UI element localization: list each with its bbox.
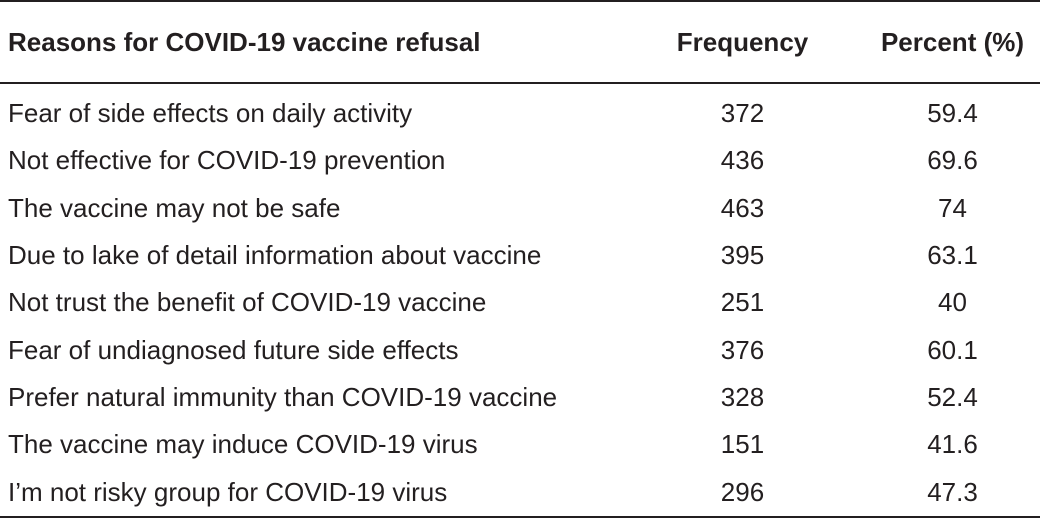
cell-frequency: 372 [720,98,765,129]
cell-reason: The vaccine may induce COVID-19 virus [8,429,478,460]
cell-percent: 74 [938,192,967,223]
table-row: Fear of side effects on daily activity 3… [0,83,1040,137]
cell-reason: Fear of side effects on daily activity [8,98,413,129]
cell-percent: 59.4 [927,98,978,129]
header-reason: Reasons for COVID-19 vaccine refusal [0,0,620,84]
header-percent: Percent (%) [865,0,1040,84]
table-row: The vaccine may induce COVID-19 virus 15… [0,421,1040,468]
cell-percent: 41.6 [927,429,978,460]
cell-percent: 63.1 [927,240,978,271]
cell-percent: 60.1 [927,334,978,365]
table-row: Fear of undiagnosed future side effects … [0,326,1040,373]
cell-frequency: 251 [720,287,765,318]
header-row: Reasons for COVID-19 vaccine refusal Fre… [0,0,1040,84]
cell-percent: 52.4 [927,381,978,412]
cell-percent: 47.3 [865,468,1040,518]
cell-reason: Prefer natural immunity than COVID-19 va… [8,381,558,412]
cell-reason: I’m not risky group for COVID-19 virus [0,468,620,518]
cell-frequency: 296 [620,468,865,518]
cell-reason: The vaccine may not be safe [8,192,341,223]
cell-frequency: 395 [720,240,765,271]
cell-frequency: 463 [720,192,765,223]
header-frequency: Frequency [620,0,865,84]
table-row: Not trust the benefit of COVID-19 vaccin… [0,279,1040,326]
cell-percent: 69.6 [927,145,978,176]
cell-reason: Not effective for COVID-19 prevention [8,145,446,176]
cell-frequency: 151 [720,429,765,460]
table-header: Reasons for COVID-19 vaccine refusal Fre… [0,0,1040,84]
cell-reason: Due to lake of detail information about … [8,240,542,271]
table-row: Due to lake of detail information about … [0,232,1040,279]
cell-frequency: 376 [720,334,765,365]
cell-reason: Not trust the benefit of COVID-19 vaccin… [8,287,487,318]
table-row: I’m not risky group for COVID-19 virus 2… [0,468,1040,518]
table-row: Prefer natural immunity than COVID-19 va… [0,374,1040,421]
table-row: The vaccine may not be safe 463 74 [0,185,1040,232]
table-body: Fear of side effects on daily activity 3… [0,83,1040,518]
cell-frequency: 436 [720,145,765,176]
cell-frequency: 328 [720,381,765,412]
cell-percent: 40 [938,287,967,318]
table-row: Not effective for COVID-19 prevention 43… [0,137,1040,184]
cell-reason: Fear of undiagnosed future side effects [8,334,459,365]
